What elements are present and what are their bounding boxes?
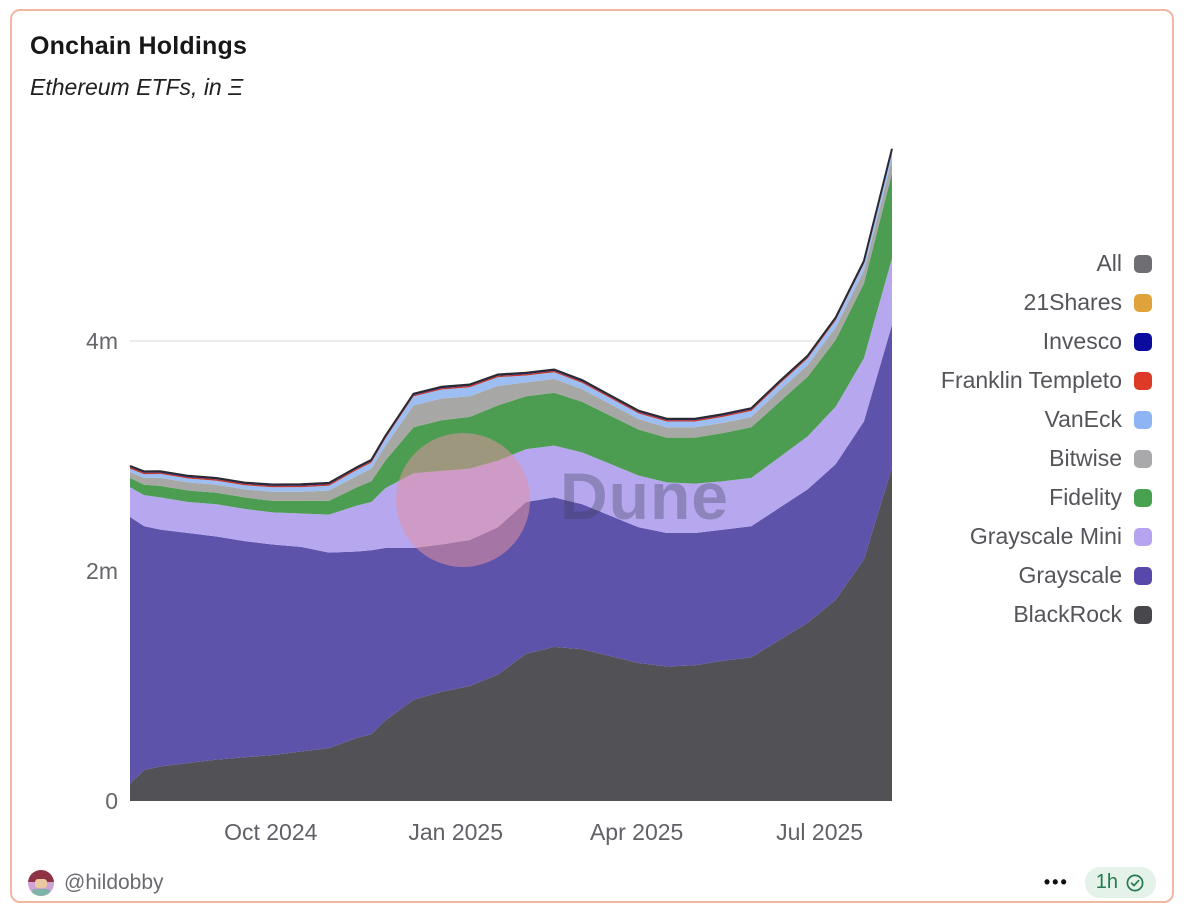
author-handle[interactable]: @hildobby	[64, 871, 164, 894]
legend-swatch	[1134, 293, 1152, 312]
refresh-time-label: 1h	[1095, 871, 1118, 893]
legend-item-fidelity[interactable]: Fidelity	[941, 478, 1152, 517]
legend-label: 21Shares	[1023, 289, 1122, 315]
legend-label: Franklin Templeto	[940, 367, 1122, 393]
legend-swatch	[1134, 605, 1152, 624]
author-avatar	[28, 870, 54, 896]
legend-swatch	[1134, 449, 1152, 468]
legend-label: Grayscale Mini	[969, 523, 1122, 549]
legend-label: Grayscale	[1018, 562, 1122, 588]
legend-item-vaneck[interactable]: VanEck	[941, 400, 1152, 439]
legend-item-bitwise[interactable]: Bitwise	[941, 439, 1152, 478]
x-tick-jan-2025: Jan 2025	[408, 819, 503, 845]
author-link[interactable]: @hildobby	[28, 870, 164, 896]
avatar-hair	[28, 870, 54, 882]
y-tick-4m: 4m	[86, 328, 118, 354]
legend-label: Fidelity	[1049, 484, 1122, 510]
legend-swatch	[1134, 488, 1152, 507]
legend-item-invesco[interactable]: Invesco	[941, 322, 1152, 361]
x-tick-jul-2025: Jul 2025	[776, 819, 863, 845]
verified-icon	[1126, 874, 1144, 891]
avatar-body	[32, 889, 50, 896]
legend-swatch	[1134, 566, 1152, 585]
legend-item-blackrock[interactable]: BlackRock	[941, 595, 1152, 634]
legend-swatch	[1134, 527, 1152, 546]
y-tick-2m: 2m	[86, 558, 118, 584]
refresh-status-badge[interactable]: 1h	[1084, 867, 1156, 898]
area-blackrock	[130, 467, 892, 801]
chart-subtitle: Ethereum ETFs, in Ξ	[30, 74, 244, 100]
footer-actions: ••• 1h	[1044, 867, 1156, 898]
legend-swatch	[1134, 254, 1152, 273]
more-options-icon[interactable]: •••	[1043, 872, 1069, 892]
legend-item-grayscale-mini[interactable]: Grayscale Mini	[941, 517, 1152, 556]
legend-swatch	[1134, 371, 1152, 390]
page-title: Onchain Holdings	[30, 32, 248, 60]
x-tick-apr-2025: Apr 2025	[590, 819, 683, 845]
legend-item-all[interactable]: All	[941, 244, 1152, 283]
legend-label: Bitwise	[1049, 445, 1122, 471]
legend-label: Invesco	[1042, 328, 1122, 354]
legend-swatch	[1134, 332, 1152, 351]
legend-item-21shares[interactable]: 21Shares	[941, 283, 1152, 322]
line-all	[129, 148, 893, 486]
y-tick-0: 0	[105, 788, 118, 814]
legend-label: VanEck	[1044, 406, 1122, 432]
legend-label: BlackRock	[1013, 601, 1122, 627]
legend-item-grayscale[interactable]: Grayscale	[941, 556, 1152, 595]
legend-swatch	[1134, 410, 1152, 429]
x-tick-oct-2024: Oct 2024	[224, 819, 318, 845]
avatar-face	[35, 879, 47, 888]
chart-legend: All 21Shares Invesco Franklin Templeto VanEc…	[941, 244, 1152, 634]
legend-item-franklin-templeto[interactable]: Franklin Templeto	[941, 361, 1152, 400]
legend-label: All	[1096, 250, 1122, 276]
card-footer: @hildobby ••• 1h	[0, 854, 1186, 916]
